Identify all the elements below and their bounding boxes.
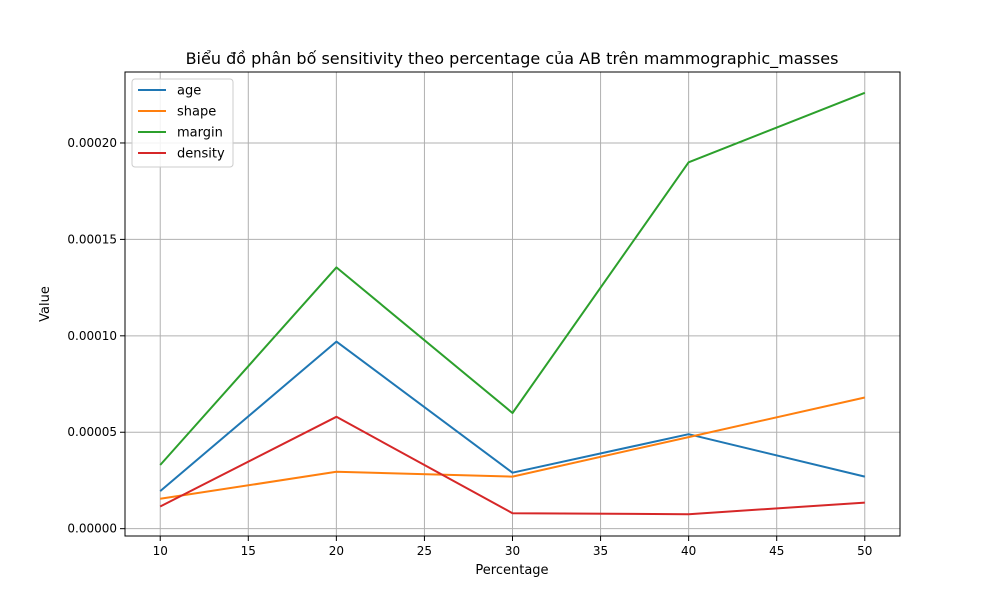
series-lines	[159, 91, 866, 516]
y-tick-label: 0.00020	[67, 136, 117, 150]
legend-label-shape: shape	[177, 105, 216, 120]
series-line-age	[159, 340, 866, 492]
y-axis-label: Value	[38, 286, 53, 322]
x-tick-label: 25	[417, 544, 432, 558]
x-tick-label: 30	[505, 544, 520, 558]
y-tick-label: 0.00005	[67, 425, 117, 439]
legend-label-age: age	[177, 84, 201, 99]
x-axis-label: Percentage	[475, 563, 548, 578]
series-line-margin	[159, 91, 866, 466]
x-tick-label: 40	[681, 544, 696, 558]
y-tick-label: 0.00015	[67, 232, 117, 246]
x-tick-label: 15	[241, 544, 256, 558]
x-tick-label: 35	[593, 544, 608, 558]
legend-label-margin: margin	[177, 126, 223, 141]
grid-lines	[125, 72, 900, 536]
series-line-density	[159, 415, 865, 516]
y-tick-label: 0.00000	[67, 522, 117, 536]
x-tick-label: 45	[769, 544, 784, 558]
legend: age shape margin density	[131, 78, 234, 168]
y-tick-label: 0.00010	[67, 329, 117, 343]
x-tick-label: 50	[857, 544, 872, 558]
series-line-shape	[160, 396, 866, 500]
x-axis-ticks: 10 15 20 25 30 35 40 45 50	[153, 536, 872, 558]
x-tick-label: 20	[329, 544, 344, 558]
legend-frame	[131, 78, 234, 168]
chart-title: Biểu đồ phân bố sensitivity theo percent…	[186, 49, 839, 69]
legend-label-density: density	[177, 147, 225, 162]
x-tick-label: 10	[153, 544, 168, 558]
y-axis-ticks: 0.00000 0.00005 0.00010 0.00015 0.00020	[67, 136, 125, 536]
